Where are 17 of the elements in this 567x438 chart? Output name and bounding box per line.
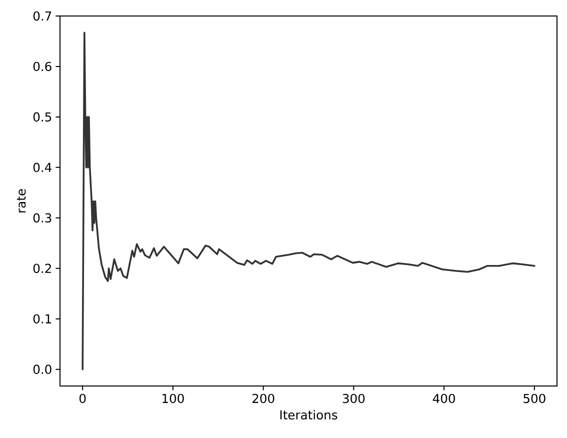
y-tick-label: 0.5 xyxy=(33,112,52,122)
line-series xyxy=(82,32,536,370)
y-tick-label: 0.6 xyxy=(33,62,52,72)
x-tick-label: 300 xyxy=(342,394,365,404)
x-tick-label: 0 xyxy=(80,394,86,404)
y-tick-label: 0.3 xyxy=(33,213,52,223)
y-tick-label: 0.0 xyxy=(33,364,52,374)
x-tick-label: 500 xyxy=(524,394,546,404)
y-tick-label: 0.1 xyxy=(33,314,52,324)
y-tick-label: 0.7 xyxy=(33,11,52,21)
x-tick-label: 200 xyxy=(252,394,274,404)
x-axis-title: Iterations xyxy=(280,410,338,420)
y-tick-label: 0.2 xyxy=(33,264,51,274)
x-tick-label: 400 xyxy=(432,394,455,404)
y-axis-title: rate xyxy=(16,189,26,212)
x-tick-label: 100 xyxy=(162,394,184,404)
y-tick-label: 0.4 xyxy=(33,162,52,172)
